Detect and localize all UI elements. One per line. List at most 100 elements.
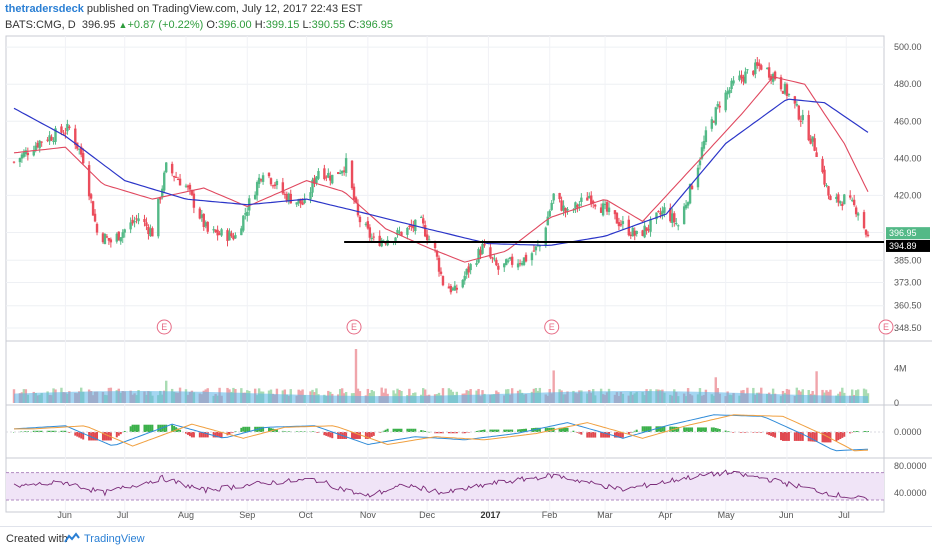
candle-body	[350, 160, 354, 189]
price-chart[interactable]: 500.00480.00460.00440.00420.00400.00385.…	[0, 0, 932, 526]
macd-histogram-bar	[576, 432, 579, 433]
author-link[interactable]: thetradersdeck	[5, 3, 84, 15]
price-tick-label: 385.00	[894, 255, 922, 265]
earnings-marker-label: E	[549, 322, 555, 332]
candle-body	[216, 229, 219, 236]
macd-histogram-bar	[661, 426, 664, 432]
macd-histogram-bar	[548, 427, 551, 432]
candle-body	[22, 152, 26, 157]
macd-histogram-bar	[467, 432, 470, 433]
macd-histogram-bar	[436, 432, 439, 434]
candle-body	[605, 202, 609, 212]
macd-histogram-bar	[48, 430, 51, 432]
macd-histogram-bar	[198, 432, 201, 438]
earnings-marker-label: E	[161, 322, 167, 332]
macd-histogram-bar	[94, 432, 97, 441]
macd-histogram-bar	[151, 424, 154, 432]
macd-histogram-bar	[380, 431, 383, 433]
candle-body	[170, 163, 174, 174]
candle-body	[718, 105, 721, 108]
candle-body	[323, 168, 326, 180]
candle-body	[677, 225, 680, 227]
candle-body	[724, 92, 727, 111]
candle-body	[769, 75, 773, 80]
macd-histogram-bar	[580, 432, 583, 435]
macd-histogram-bar	[774, 432, 777, 438]
candle-body	[520, 262, 524, 265]
candle-body	[101, 233, 105, 243]
macd-histogram-bar	[80, 432, 83, 439]
candle-body	[850, 199, 854, 201]
symbol-label[interactable]: BATS:CMG, D	[5, 19, 76, 31]
macd-histogram-bar	[546, 427, 549, 432]
candle-body	[544, 227, 547, 247]
macd-histogram-bar	[398, 428, 401, 432]
macd-histogram-bar	[768, 432, 771, 436]
macd-histogram-bar	[712, 427, 715, 432]
macd-histogram-bar	[129, 426, 132, 432]
candle-body	[244, 213, 247, 215]
candle-body	[643, 225, 646, 238]
candle-body	[785, 84, 789, 96]
candle-body	[149, 228, 152, 236]
candle-body	[66, 123, 69, 132]
candle-body	[835, 196, 838, 200]
macd-histogram-bar	[303, 431, 306, 432]
earnings-marker-icon	[878, 319, 894, 335]
candle-body	[823, 169, 826, 185]
macd-histogram-bar	[214, 432, 217, 438]
price-tick-label: 348.50	[894, 323, 922, 333]
candle-body	[190, 190, 194, 195]
time-axis-label: Mar	[597, 510, 613, 520]
candle-body	[325, 176, 328, 178]
macd-histogram-bar	[204, 432, 207, 438]
macd-histogram-bar	[631, 431, 634, 433]
macd-histogram-bar	[797, 432, 800, 441]
macd-histogram-bar	[354, 432, 357, 439]
price-tick-label: 360.50	[894, 301, 922, 311]
candle-body	[580, 197, 583, 202]
macd-histogram-bar	[311, 431, 314, 432]
candle-body	[161, 188, 164, 198]
candle-body	[380, 239, 383, 247]
candle-body	[145, 222, 148, 227]
candle-body	[518, 263, 522, 265]
candle-body	[32, 151, 35, 156]
candle-body	[38, 140, 41, 149]
candle-body	[80, 146, 83, 155]
macd-histogram-bar	[689, 427, 692, 432]
macd-histogram-bar	[163, 424, 166, 432]
candle-body	[453, 285, 457, 291]
earnings-marker-label: E	[883, 322, 889, 332]
candle-body	[586, 197, 589, 201]
candle-body	[489, 247, 492, 258]
macd-histogram-bar	[785, 432, 788, 441]
candle-body	[522, 257, 526, 265]
macd-histogram-bar	[463, 432, 466, 434]
macd-histogram-bar	[275, 429, 278, 432]
macd-histogram-bar	[438, 432, 441, 434]
macd-histogram-bar	[863, 431, 866, 432]
candle-body	[787, 93, 791, 96]
candle-body	[368, 227, 372, 238]
macd-histogram-bar	[299, 431, 302, 432]
candle-body	[534, 246, 538, 251]
macd-histogram-bar	[621, 432, 624, 438]
macd-histogram-bar	[702, 427, 705, 432]
candle-body	[433, 241, 437, 249]
macd-histogram-bar	[177, 428, 180, 432]
macd-histogram-bar	[368, 432, 371, 438]
candle-body	[854, 207, 858, 215]
candle-body	[317, 171, 320, 179]
candle-body	[607, 207, 611, 213]
tradingview-brand[interactable]: TradingView	[84, 533, 145, 545]
candle-body	[447, 286, 451, 289]
macd-histogram-bar	[525, 428, 528, 432]
candle-body	[843, 194, 846, 205]
macd-histogram-bar	[242, 426, 245, 432]
candle-body	[344, 158, 348, 173]
slow-moving-average-line	[13, 98, 869, 247]
time-axis-label: Jun	[57, 510, 72, 520]
macd-histogram-bar	[131, 424, 134, 432]
macd-histogram-bar	[386, 428, 389, 432]
